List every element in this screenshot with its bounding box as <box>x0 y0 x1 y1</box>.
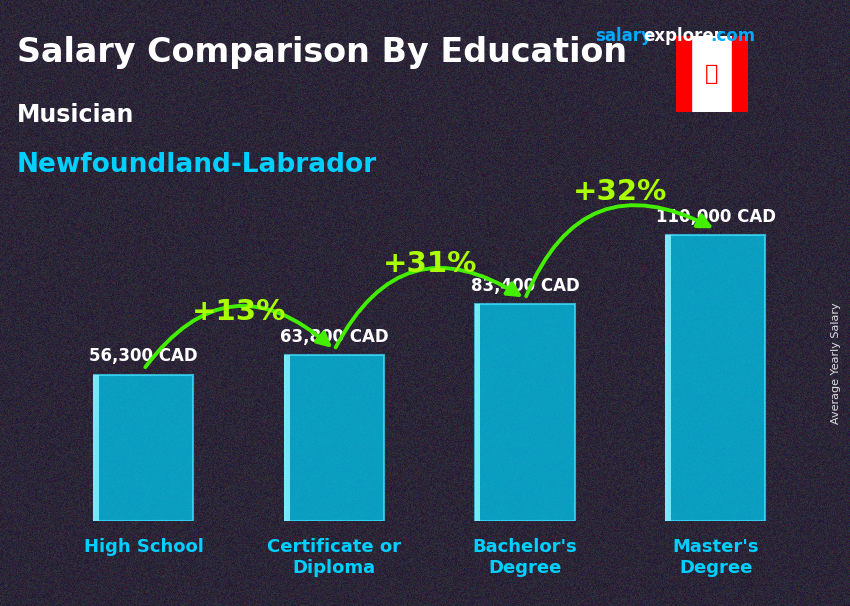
Text: +31%: +31% <box>382 250 477 278</box>
Bar <box>284 355 290 521</box>
Text: 110,000 CAD: 110,000 CAD <box>656 208 776 225</box>
Text: Musician: Musician <box>17 103 134 127</box>
Text: explorer: explorer <box>643 27 722 45</box>
Text: 63,800 CAD: 63,800 CAD <box>280 328 388 346</box>
Text: 🍁: 🍁 <box>706 64 718 84</box>
Bar <box>474 304 480 521</box>
Bar <box>733 36 748 112</box>
FancyBboxPatch shape <box>94 375 193 521</box>
Text: 83,400 CAD: 83,400 CAD <box>471 277 580 295</box>
Text: +32%: +32% <box>573 178 667 206</box>
FancyBboxPatch shape <box>475 304 575 521</box>
Text: Salary Comparison By Education: Salary Comparison By Education <box>17 36 627 69</box>
FancyBboxPatch shape <box>285 355 384 521</box>
Bar <box>676 36 691 112</box>
Bar <box>666 235 671 521</box>
Text: salary: salary <box>595 27 652 45</box>
Text: .com: .com <box>711 27 756 45</box>
Text: 56,300 CAD: 56,300 CAD <box>89 347 198 365</box>
Bar <box>94 375 99 521</box>
Text: Average Yearly Salary: Average Yearly Salary <box>831 303 842 424</box>
FancyBboxPatch shape <box>666 235 765 521</box>
Text: +13%: +13% <box>192 298 286 326</box>
Text: Newfoundland-Labrador: Newfoundland-Labrador <box>17 152 377 178</box>
